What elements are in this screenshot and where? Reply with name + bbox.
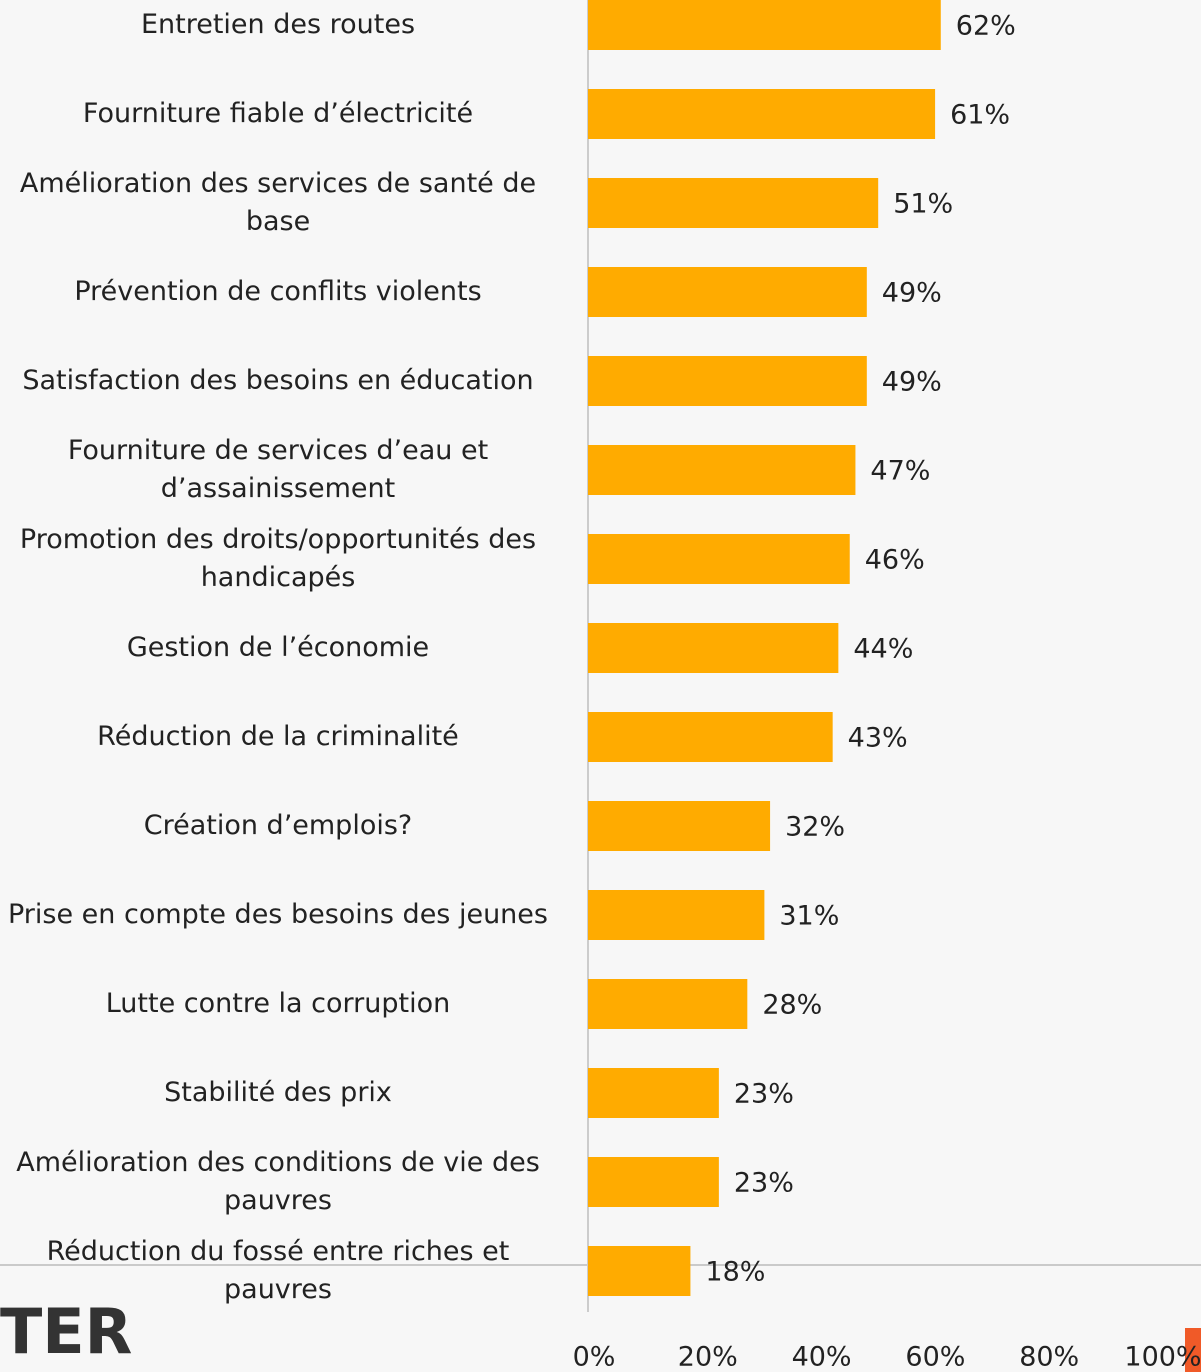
bar [588,623,839,673]
category-label: Prévention de conflits violents [74,276,482,307]
value-label: 49% [882,367,942,398]
category-label: Stabilité des prix [164,1077,392,1108]
category-label: Création d’emplois? [143,810,413,841]
bar [588,1157,719,1207]
x-tick-label: 80% [1019,1342,1079,1372]
category-label: Fourniture fiable d’électricité [82,98,474,129]
bar [588,712,833,762]
category-label: Promotion des droits/opportunités des ha… [19,524,537,593]
bar [588,979,748,1029]
bar [588,356,867,406]
value-label: 43% [848,723,908,754]
value-label: 18% [705,1257,765,1288]
bar [588,801,771,851]
category-label: Réduction de la criminalité [97,721,459,752]
category-label: Lutte contre la corruption [105,988,451,1019]
category-label: Fourniture de services d’eau et d’assain… [67,435,489,504]
value-label: 49% [882,278,942,309]
value-label: 46% [865,545,925,576]
value-label: 61% [950,100,1010,131]
bar [588,1246,691,1296]
bar [588,178,879,228]
value-label: 47% [870,456,930,487]
corner-block [1185,1328,1201,1372]
bar [588,267,867,317]
x-tick-label: 60% [905,1342,965,1372]
value-label: 51% [893,189,953,220]
value-label: 32% [785,812,845,843]
x-tick-label: 100% [1124,1342,1201,1372]
logo: TER [0,1295,132,1368]
category-label: Gestion de l’économie [126,632,430,663]
category-label: Amélioration des conditions de vie des p… [16,1147,540,1216]
bar [588,890,765,940]
bar [588,0,941,50]
bar [588,1068,719,1118]
category-label: Satisfaction des besoins en éducation [22,365,534,396]
x-tick-label: 20% [678,1342,738,1372]
bar [588,445,856,495]
value-label: 62% [956,11,1016,42]
bar [588,89,936,139]
category-label: Réduction du fossé entre riches et pauvr… [46,1236,510,1305]
x-tick-label: 40% [792,1342,852,1372]
value-label: 23% [734,1079,794,1110]
category-label: Prise en compte des besoins des jeunes [8,899,548,930]
value-label: 31% [779,901,839,932]
value-label: 44% [853,634,913,665]
x-tick-label: 0% [573,1342,616,1372]
category-label: Entretien des routes [140,9,416,40]
category-label: Amélioration des services de santé de ba… [19,168,537,237]
bar [588,534,850,584]
value-label: 23% [734,1168,794,1199]
value-label: 28% [762,990,822,1021]
